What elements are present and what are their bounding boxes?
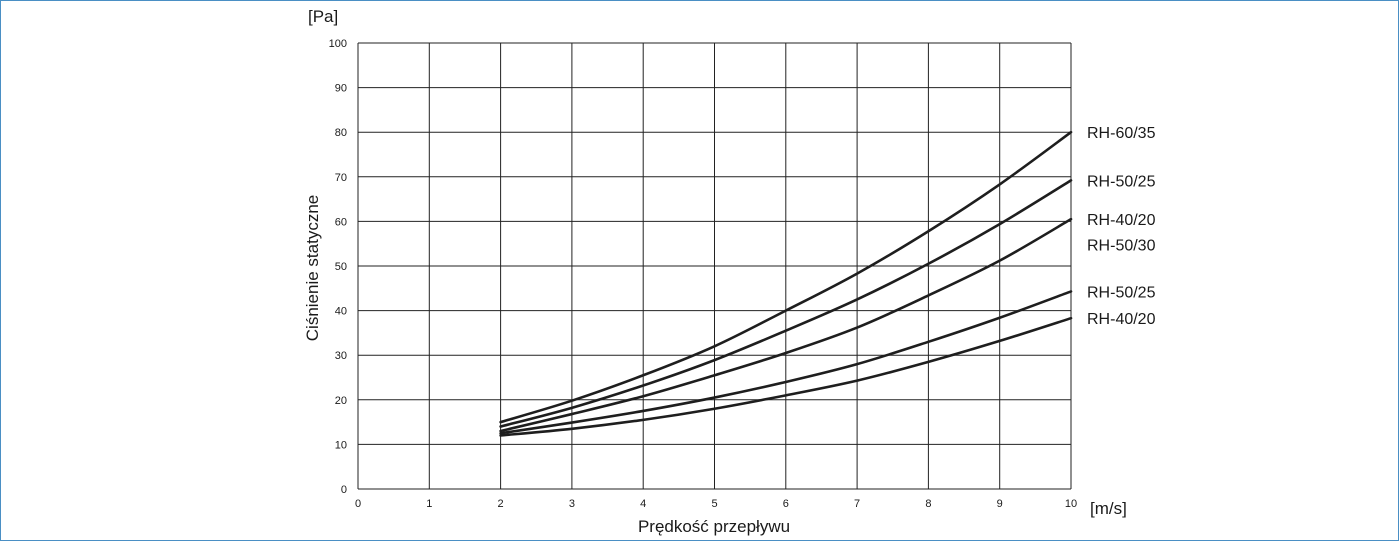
y-tick-label: 70 xyxy=(335,172,347,184)
x-axis-title: Prędkość przepływu xyxy=(638,517,790,536)
x-tick-label: 9 xyxy=(997,498,1003,510)
series-label-1: RH-50/25 xyxy=(1087,173,1156,190)
x-unit-label: [m/s] xyxy=(1090,499,1127,518)
series-label-0: RH-60/35 xyxy=(1087,125,1156,142)
y-tick-label: 20 xyxy=(335,395,347,407)
x-tick-label: 10 xyxy=(1065,498,1077,510)
x-tick-label: 2 xyxy=(498,498,504,510)
series-label-5: RH-40/20 xyxy=(1087,311,1156,328)
series-line-5 xyxy=(499,316,1073,437)
y-tick-labels: 0 10 20 30 40 50 60 70 80 90 100 xyxy=(329,38,347,496)
series-label-3: RH-50/30 xyxy=(1087,238,1156,255)
series-line-4 xyxy=(499,290,1073,435)
grid xyxy=(357,42,1072,490)
series-lines xyxy=(499,130,1073,437)
y-tick-label: 100 xyxy=(329,38,347,50)
x-tick-label: 0 xyxy=(355,498,361,510)
x-tick-label: 5 xyxy=(711,498,717,510)
series-label-2: RH-40/20 xyxy=(1087,212,1156,229)
series-line-1 xyxy=(499,179,1073,428)
x-tick-label: 6 xyxy=(783,498,789,510)
y-tick-label: 50 xyxy=(335,261,347,273)
x-tick-labels: 0 1 2 3 4 5 6 7 8 9 10 xyxy=(355,498,1077,510)
series-label-4: RH-50/25 xyxy=(1087,284,1156,301)
y-unit-label: [Pa] xyxy=(308,7,338,26)
series-line-0 xyxy=(499,130,1073,424)
x-tick-label: 7 xyxy=(854,498,860,510)
y-tick-label: 40 xyxy=(335,306,347,318)
y-axis-title: Ciśnienie statyczne xyxy=(303,195,322,341)
y-tick-label: 90 xyxy=(335,83,347,95)
x-tick-label: 8 xyxy=(925,498,931,510)
series-line-2 xyxy=(499,217,1073,433)
x-tick-label: 1 xyxy=(426,498,432,510)
y-tick-label: 60 xyxy=(335,216,347,228)
series-labels: RH-60/35 RH-50/25 RH-40/20 RH-50/30 RH-50/25… xyxy=(1087,125,1156,328)
x-tick-label: 3 xyxy=(569,498,575,510)
y-tick-label: 0 xyxy=(341,484,347,496)
y-tick-label: 30 xyxy=(335,350,347,362)
x-tick-label: 4 xyxy=(640,498,646,510)
y-tick-label: 80 xyxy=(335,127,347,139)
y-tick-label: 10 xyxy=(335,439,347,451)
